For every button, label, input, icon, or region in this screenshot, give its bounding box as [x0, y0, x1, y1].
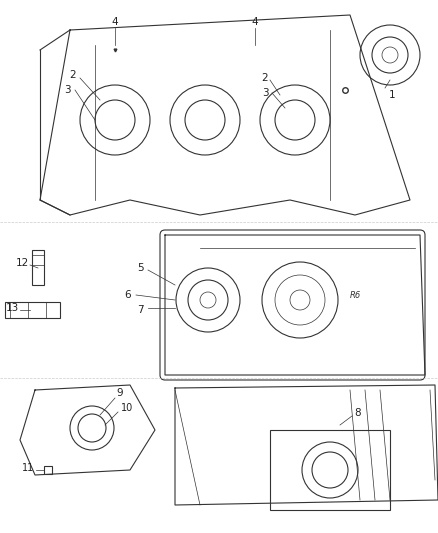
Bar	[5, 302, 60, 318]
Text: 3: 3	[64, 85, 71, 95]
Text: 8: 8	[355, 408, 361, 418]
Text: 6: 6	[125, 290, 131, 300]
Text: 13: 13	[5, 303, 19, 313]
Bar	[270, 430, 390, 510]
Text: 3: 3	[261, 88, 268, 98]
Text: 10: 10	[121, 403, 133, 413]
Text: 2: 2	[261, 73, 268, 83]
Text: 4: 4	[252, 17, 258, 27]
Text: 9: 9	[117, 388, 124, 398]
Text: 7: 7	[137, 305, 143, 315]
Text: 12: 12	[15, 258, 28, 268]
Text: 5: 5	[137, 263, 143, 273]
Bar	[32, 250, 44, 285]
Text: 4: 4	[112, 17, 118, 27]
Text: 2: 2	[70, 70, 76, 80]
Bar	[44, 466, 52, 474]
Text: 11: 11	[22, 463, 34, 473]
Text: 1: 1	[389, 90, 396, 100]
Text: R6: R6	[350, 290, 360, 300]
